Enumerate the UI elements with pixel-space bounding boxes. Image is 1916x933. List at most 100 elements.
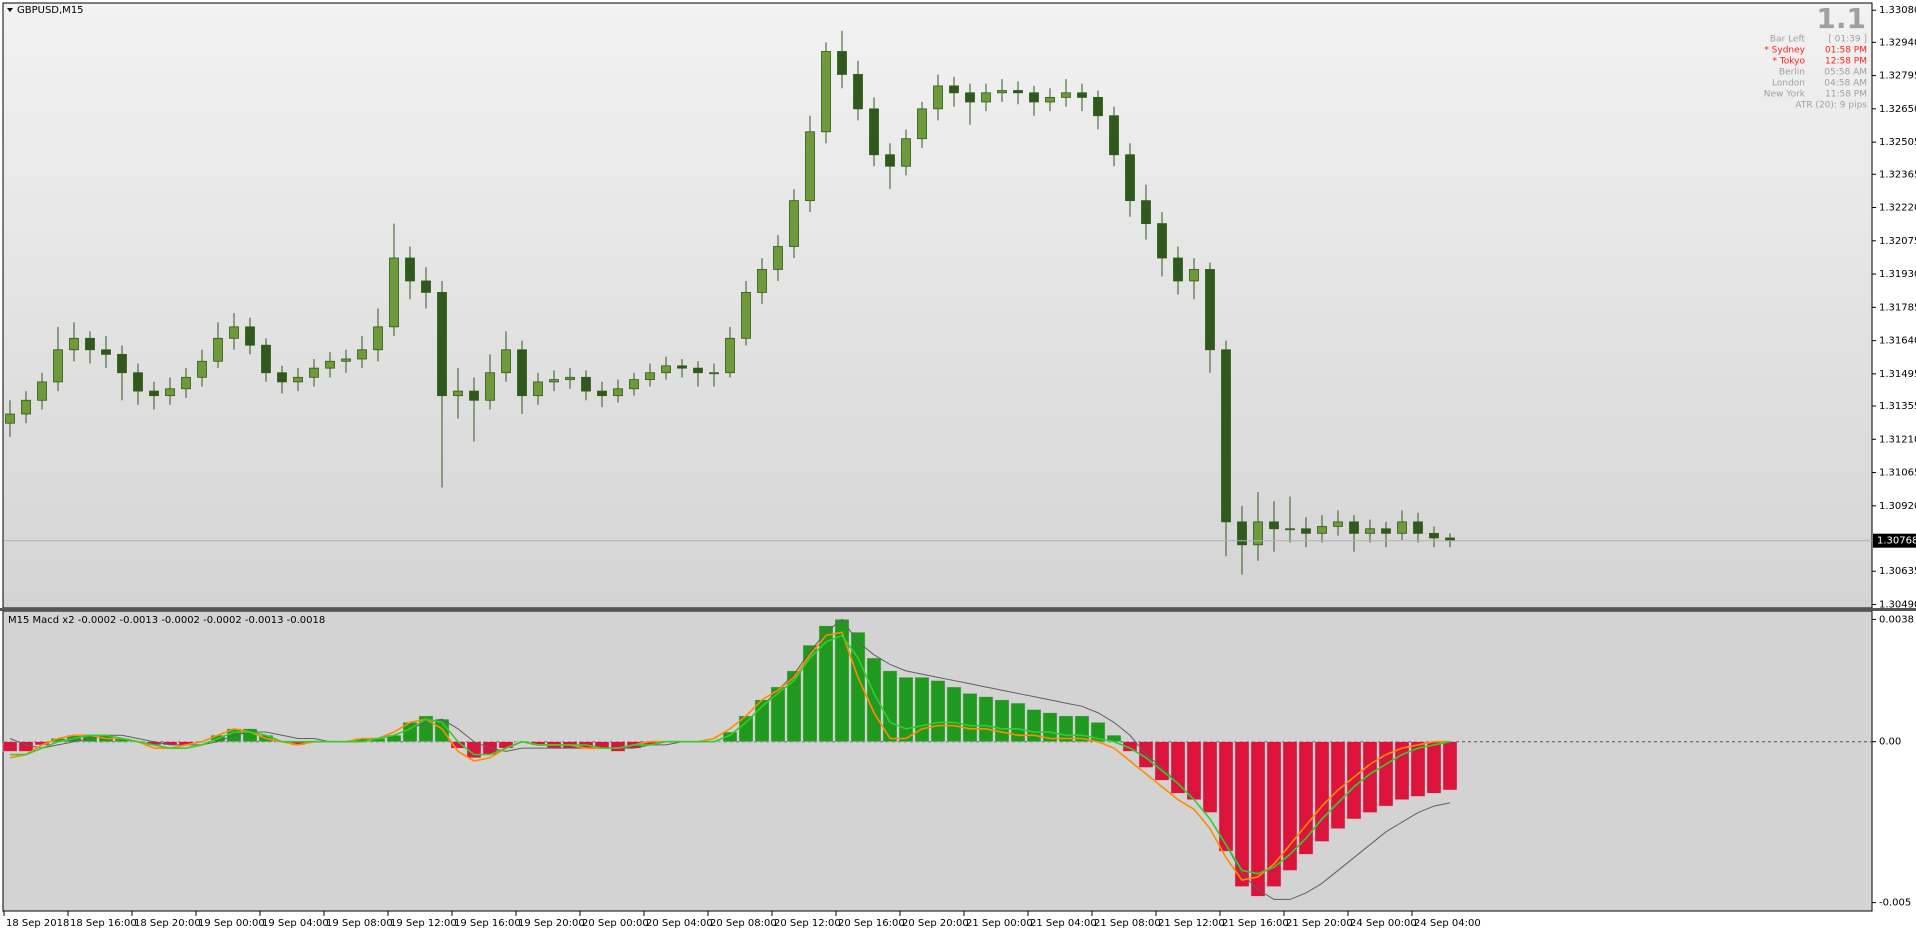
histogram-bar [1010,702,1026,742]
y-tick-label: 0.00 [1879,737,1901,748]
candle-body [1285,528,1295,531]
candle-body [69,337,79,351]
candle-body [85,337,95,351]
candle-body [293,376,303,383]
candle-body [133,372,143,392]
candle-body [629,379,639,390]
candle-body [469,390,479,401]
candle-body [1125,154,1135,202]
candle-body [1365,528,1375,534]
candle-body [1093,96,1103,117]
x-tick-label: 21 Sep 12:00 [1158,918,1225,929]
x-tick-label: 18 Sep 2018 [6,918,69,929]
x-tick-label: 20 Sep 20:00 [902,918,969,929]
histogram-bar [722,731,738,742]
info-label: * Sydney [1764,46,1805,56]
y-tick-label: 1.32650 [1879,104,1916,115]
chart-title: GBPUSD,M15 [17,5,84,16]
candle-body [901,138,911,167]
histogram-bar [1362,741,1378,813]
candle-body [117,353,127,374]
y-tick-label: 0.0038 [1879,614,1914,625]
x-tick-label: 21 Sep 16:00 [1222,918,1289,929]
candle-body [1269,521,1279,530]
histogram-bar [898,677,914,742]
y-tick-label: 1.31495 [1879,369,1916,380]
candle-body [149,390,159,397]
candle-body [197,360,207,378]
x-tick-label: 24 Sep 04:00 [1414,918,1481,929]
candle-body [1109,115,1119,156]
candle-body [805,131,815,202]
histogram-bar [1266,741,1282,887]
x-tick-label: 19 Sep 12:00 [390,918,457,929]
candle-body [1237,521,1247,546]
y-tick-label: 1.32940 [1879,37,1916,48]
candle-body [1333,521,1343,527]
candle-body [309,367,319,378]
candle-body [1029,92,1039,103]
info-label: Berlin [1779,68,1805,78]
candle-body [517,349,527,397]
candle-body [661,365,671,374]
candle-body [1381,528,1391,534]
candle-body [613,388,623,397]
candle-body [549,379,559,383]
candle-body [933,85,943,110]
candle-body [1061,92,1071,98]
macd-line [10,634,1451,875]
x-tick-label: 19 Sep 00:00 [198,918,265,929]
histogram-bar [1042,712,1058,742]
candle-body [53,349,63,383]
histogram-bar [866,657,882,742]
candle-body [5,413,15,424]
candle-body [885,154,895,167]
histogram-bar [1218,741,1234,852]
menu-arrow[interactable] [7,8,13,12]
histogram-bar [946,686,962,742]
candle-body [1253,521,1263,546]
candle-body [1141,200,1151,224]
info-label: London [1772,79,1805,89]
histogram-bar [498,741,514,749]
histogram-bar [1378,741,1394,807]
histogram-bar [418,715,434,742]
candle-body [725,337,735,374]
candle-body [341,358,351,362]
x-tick-label: 20 Sep 16:00 [838,918,905,929]
histogram-bar [1170,741,1186,794]
current-price-box [1873,533,1916,548]
candle-body [1221,349,1231,523]
y-tick-label: 1.32365 [1879,169,1916,180]
candle-body [645,372,655,381]
candle-body [325,360,335,369]
x-tick-label: 21 Sep 08:00 [1094,918,1161,929]
candle-body [949,85,959,94]
candle-body [1077,92,1087,98]
x-tick-label: 19 Sep 16:00 [454,918,521,929]
candle-body [853,74,863,110]
info-label: * Tokyo [1772,57,1805,67]
x-tick-label: 18 Sep 16:00 [70,918,137,929]
x-tick-label: 20 Sep 04:00 [646,918,713,929]
info-label: Bar Left [1770,35,1806,45]
current-price-label: 1.30768 [1877,536,1916,547]
candle-body [453,390,463,397]
histogram-bar [1298,741,1314,855]
candle-body [1317,526,1327,534]
histogram-bar [802,644,818,742]
y-tick-label: 1.30920 [1879,501,1916,512]
histogram-bar [1410,741,1426,797]
y-tick-label: 1.30490 [1879,599,1916,610]
histogram-bar [978,696,994,742]
histogram-bar [1282,741,1298,871]
candle-body [1413,521,1423,534]
y-tick-label: 1.33080 [1879,5,1916,16]
y-tick-label: 1.31065 [1879,468,1916,479]
candle-body [501,349,511,374]
histogram-bar [1426,741,1442,794]
candle-body [1397,521,1407,534]
candle-body [181,376,191,390]
